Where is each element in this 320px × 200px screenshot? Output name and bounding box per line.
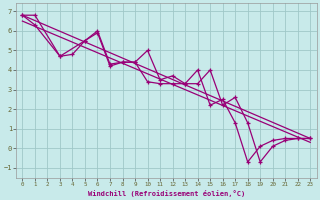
X-axis label: Windchill (Refroidissement éolien,°C): Windchill (Refroidissement éolien,°C) bbox=[88, 190, 245, 197]
